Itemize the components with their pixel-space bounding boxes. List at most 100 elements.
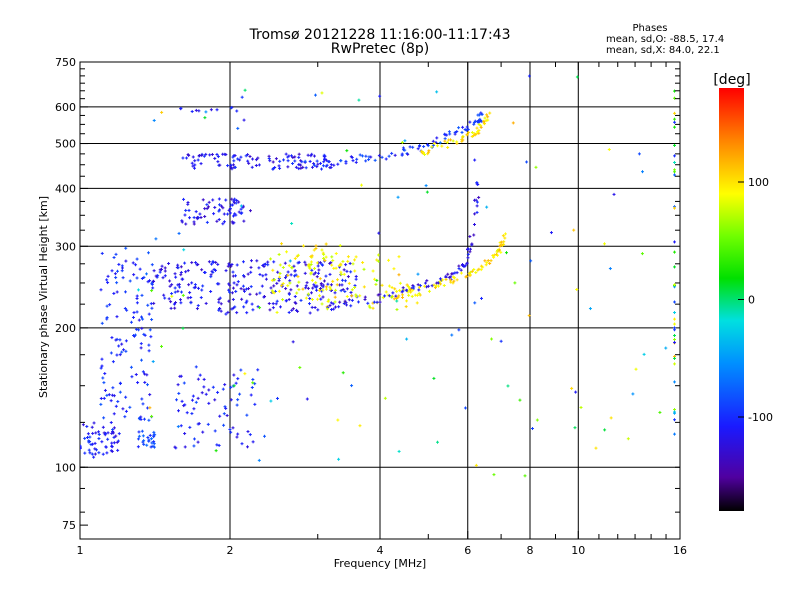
data-point bbox=[140, 397, 144, 401]
data-point bbox=[673, 89, 677, 93]
data-point bbox=[549, 231, 553, 235]
data-point bbox=[381, 296, 385, 300]
data-point bbox=[350, 288, 354, 292]
data-point bbox=[211, 259, 215, 263]
data-point bbox=[251, 157, 255, 161]
data-point bbox=[88, 451, 92, 455]
data-point bbox=[106, 274, 110, 278]
data-point bbox=[256, 156, 260, 160]
data-point bbox=[145, 443, 149, 447]
data-point bbox=[354, 293, 358, 297]
data-point bbox=[97, 430, 101, 434]
data-point bbox=[294, 165, 298, 169]
data-point bbox=[395, 299, 399, 303]
data-point bbox=[115, 281, 119, 285]
data-point bbox=[193, 163, 197, 167]
data-point bbox=[216, 160, 220, 164]
data-point bbox=[392, 297, 396, 301]
data-point bbox=[368, 306, 372, 310]
data-point bbox=[179, 265, 183, 269]
data-point bbox=[115, 269, 119, 273]
data-point bbox=[411, 145, 415, 149]
data-point bbox=[658, 410, 662, 414]
data-point bbox=[210, 152, 214, 156]
data-point bbox=[277, 289, 281, 293]
data-point bbox=[464, 128, 468, 132]
data-point bbox=[254, 163, 258, 167]
data-point bbox=[243, 372, 247, 376]
data-point bbox=[110, 444, 114, 448]
data-point bbox=[294, 273, 298, 277]
data-point bbox=[245, 311, 249, 315]
data-point bbox=[193, 166, 197, 170]
data-point bbox=[237, 200, 241, 204]
data-point bbox=[196, 286, 200, 290]
data-point bbox=[151, 360, 155, 364]
data-point bbox=[311, 286, 315, 290]
data-point bbox=[417, 144, 421, 148]
data-point bbox=[275, 281, 279, 285]
data-point bbox=[444, 277, 448, 281]
data-point bbox=[291, 156, 295, 160]
data-point bbox=[341, 278, 345, 282]
data-point bbox=[321, 283, 325, 287]
data-point bbox=[472, 120, 476, 124]
data-point bbox=[288, 279, 292, 283]
data-point bbox=[173, 445, 177, 449]
data-point bbox=[218, 163, 222, 167]
data-point bbox=[183, 432, 187, 436]
data-point bbox=[529, 259, 533, 263]
data-point bbox=[179, 273, 183, 277]
data-point bbox=[376, 259, 380, 263]
data-point bbox=[179, 270, 183, 274]
data-point bbox=[426, 284, 430, 288]
data-point bbox=[196, 304, 200, 308]
data-point bbox=[202, 385, 206, 389]
data-point bbox=[309, 262, 313, 266]
data-point bbox=[485, 113, 489, 117]
data-point bbox=[142, 275, 146, 279]
data-point bbox=[106, 431, 110, 435]
data-point bbox=[612, 192, 616, 196]
data-point bbox=[358, 153, 362, 157]
data-point bbox=[134, 327, 138, 331]
data-point bbox=[333, 295, 337, 299]
data-point bbox=[227, 208, 231, 212]
data-point bbox=[179, 424, 183, 428]
data-point bbox=[351, 159, 355, 163]
data-point bbox=[218, 203, 222, 207]
data-point bbox=[242, 274, 246, 278]
data-point bbox=[609, 416, 613, 420]
data-point bbox=[131, 315, 135, 319]
data-point bbox=[183, 261, 187, 265]
data-point bbox=[122, 348, 126, 352]
data-point bbox=[330, 308, 334, 312]
data-point bbox=[227, 288, 231, 292]
data-point bbox=[405, 299, 409, 303]
data-point bbox=[318, 287, 322, 291]
data-point bbox=[135, 301, 139, 305]
data-point bbox=[90, 425, 94, 429]
data-point bbox=[479, 264, 483, 268]
data-point bbox=[594, 446, 598, 450]
data-point bbox=[384, 290, 388, 294]
data-point bbox=[299, 159, 303, 163]
data-point bbox=[152, 435, 156, 439]
data-point bbox=[207, 200, 211, 204]
data-point bbox=[177, 391, 181, 395]
data-point bbox=[477, 128, 481, 132]
data-point bbox=[132, 334, 136, 338]
data-point bbox=[575, 75, 579, 79]
data-point bbox=[110, 431, 114, 435]
data-point bbox=[266, 260, 270, 264]
data-point bbox=[216, 262, 220, 266]
data-point bbox=[465, 248, 469, 252]
data-point bbox=[506, 384, 510, 388]
data-point bbox=[499, 243, 503, 247]
data-point bbox=[150, 306, 154, 310]
data-point bbox=[333, 291, 337, 295]
data-point bbox=[255, 259, 259, 263]
data-point bbox=[177, 282, 181, 286]
data-point bbox=[296, 261, 300, 265]
data-point bbox=[112, 394, 116, 398]
